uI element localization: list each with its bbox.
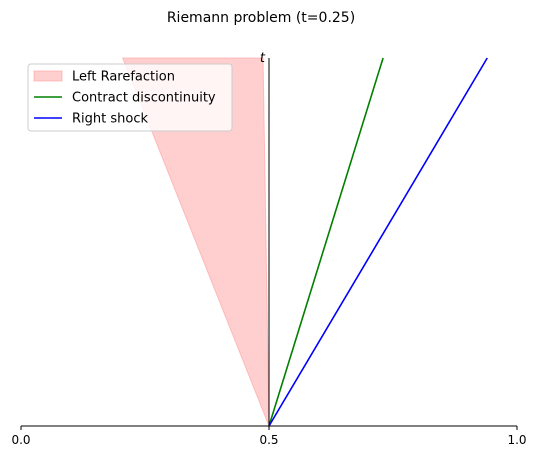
plot-area xyxy=(121,57,488,427)
y-axis-label: t xyxy=(260,51,266,66)
chart-title: Riemann problem (t=0.25) xyxy=(167,10,355,26)
x-tick-label: 0.0 xyxy=(11,433,30,447)
legend-box xyxy=(27,63,233,132)
series-contract-discontinuity xyxy=(268,57,384,427)
series-left-rarefaction xyxy=(121,57,270,427)
legend-label-left-rarefaction: Left Rarefaction xyxy=(72,70,175,85)
legend: Left Rarefaction Contract discontinuity Ri… xyxy=(27,63,233,132)
series-right-shock xyxy=(268,57,488,427)
legend-label-contract-discontinuity: Contract discontinuity xyxy=(72,91,216,106)
x-tick-label: 1.0 xyxy=(507,433,526,447)
x-tick-label: 0.5 xyxy=(259,433,278,447)
legend-label-right-shock: Right shock xyxy=(72,112,148,127)
x-axis-ticks: 0.0 0.5 1.0 xyxy=(11,426,527,447)
legend-swatch-left-rarefaction xyxy=(33,70,63,82)
